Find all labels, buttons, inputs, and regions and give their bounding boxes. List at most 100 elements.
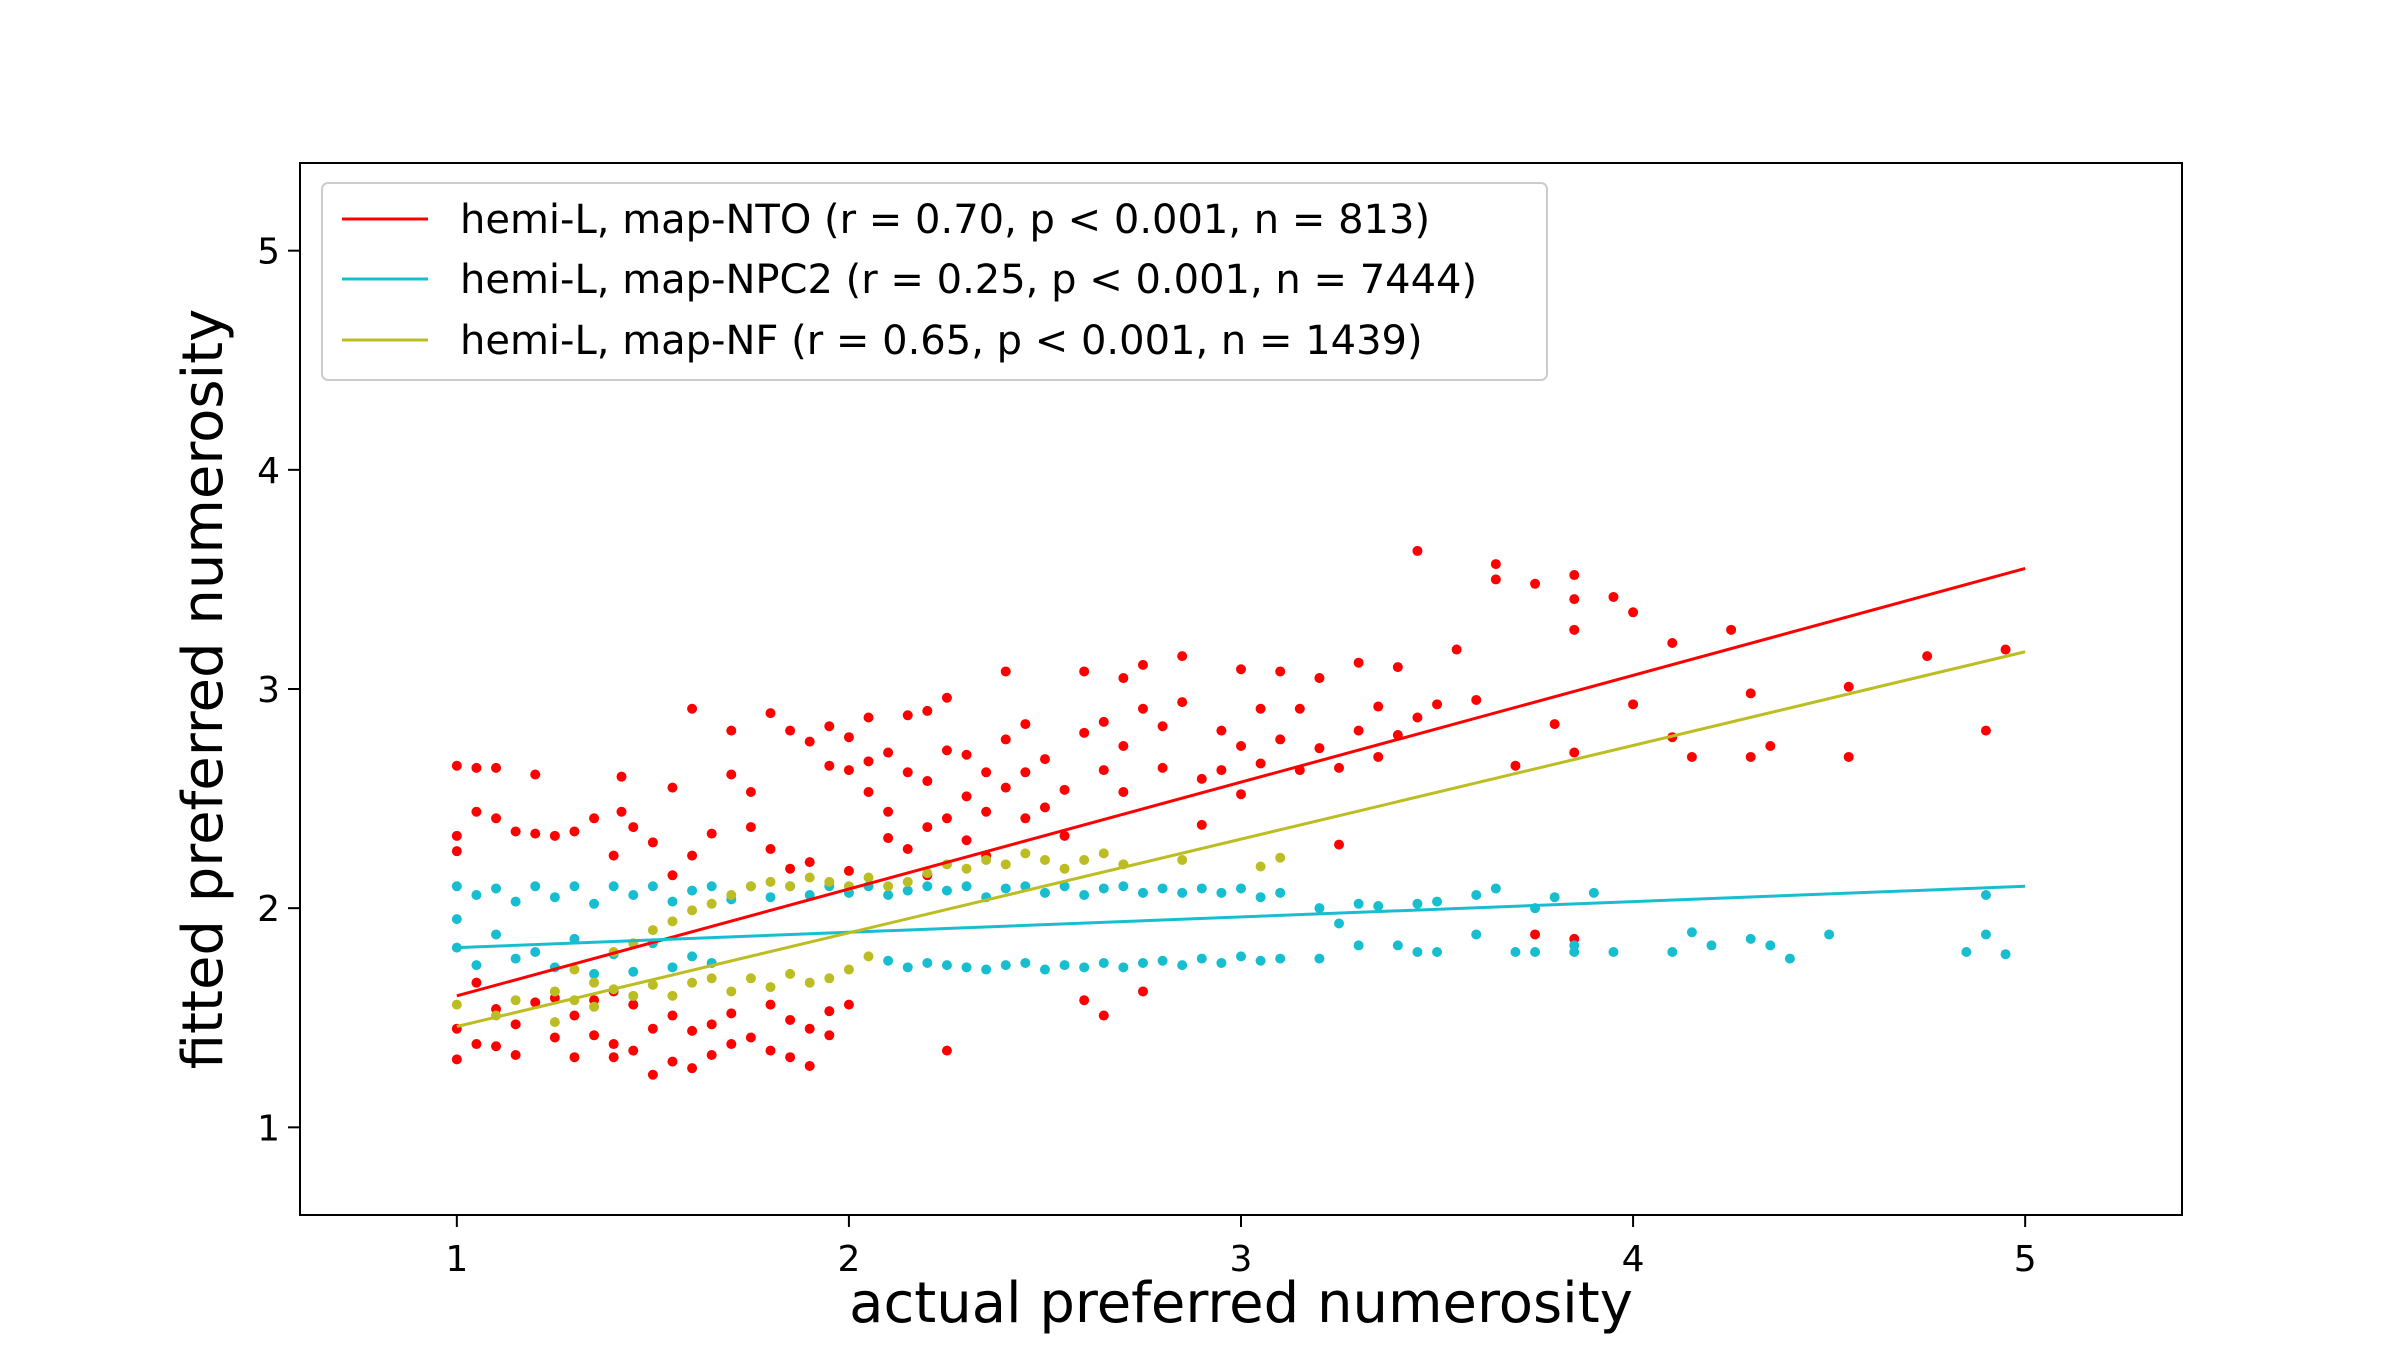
data-point-npc2 (961, 881, 972, 892)
data-point-nto (883, 806, 894, 817)
data-point-nto (1196, 773, 1207, 784)
data-point-npc2 (471, 960, 482, 971)
x-axis-label: actual preferred numerosity (849, 1271, 1633, 1336)
data-point-npc2 (1373, 900, 1384, 911)
data-point-nf (706, 898, 717, 909)
data-point-nto (608, 1039, 619, 1050)
data-point-nto (569, 1052, 580, 1063)
data-point-nto (1530, 578, 1541, 589)
data-point-npc2 (589, 968, 600, 979)
data-point-npc2 (1569, 947, 1580, 957)
data-point-nto (667, 1010, 678, 1021)
data-point-nf (589, 977, 600, 988)
y-tick-label: 4 (257, 451, 280, 492)
data-point-nto (804, 1023, 815, 1034)
data-point-npc2 (530, 881, 541, 892)
data-point-npc2 (1392, 940, 1403, 951)
data-point-nf (647, 925, 658, 936)
data-point-nf (510, 995, 521, 1006)
data-point-nto (765, 843, 776, 854)
data-point-nto (530, 769, 541, 780)
data-point-npc2 (589, 898, 600, 909)
data-point-npc2 (510, 953, 521, 964)
data-point-npc2 (1353, 940, 1364, 951)
data-point-nto (1628, 607, 1639, 618)
data-point-nf (667, 916, 678, 927)
data-point-npc2 (1157, 955, 1168, 966)
data-point-nf (1000, 859, 1011, 870)
data-point-npc2 (1980, 890, 1991, 901)
data-point-nto (824, 721, 835, 732)
data-point-nto (647, 1023, 658, 1034)
data-point-npc2 (1137, 957, 1148, 968)
data-point-nf (1177, 854, 1188, 865)
data-point-npc2 (902, 885, 913, 896)
data-point-npc2 (1334, 918, 1345, 929)
data-point-nto (765, 708, 776, 719)
data-point-nto (1314, 743, 1325, 754)
data-point-nto (1334, 762, 1345, 773)
data-point-nto (1196, 819, 1207, 830)
data-point-nto (667, 782, 678, 793)
data-point-nto (1608, 591, 1619, 602)
data-point-nto (785, 863, 796, 874)
data-point-nto (765, 1045, 776, 1056)
data-point-npc2 (1039, 887, 1050, 898)
data-point-npc2 (1275, 953, 1286, 964)
data-point-npc2 (491, 929, 502, 940)
data-point-nf (706, 973, 717, 984)
fit-lines (456, 567, 2026, 1028)
y-tick-label: 3 (257, 670, 280, 711)
data-point-nf (981, 854, 992, 865)
data-point-nf (745, 881, 756, 892)
data-point-nto (843, 732, 854, 743)
data-point-nto (804, 736, 815, 747)
data-point-nto (902, 843, 913, 854)
data-point-npc2 (1255, 892, 1266, 903)
data-point-npc2 (1098, 883, 1109, 894)
data-point-nto (451, 846, 462, 857)
data-point-nf (589, 1001, 600, 1012)
data-point-npc2 (1588, 887, 1599, 898)
data-point-nto (667, 1056, 678, 1067)
data-point-nto (1353, 725, 1364, 736)
data-point-nto (1843, 751, 1854, 762)
data-point-npc2 (1255, 955, 1266, 966)
x-axis-ticks: 1 2 3 4 5 (445, 1215, 2037, 1280)
fit-line-nto (456, 567, 2026, 998)
data-point-npc2 (1510, 947, 1521, 957)
data-point-nto (1039, 802, 1050, 813)
data-point-nf (1255, 861, 1266, 872)
data-point-nto (569, 1010, 580, 1021)
data-point-nto (785, 1014, 796, 1025)
y-axis-ticks: 1 2 3 4 5 (257, 232, 300, 1149)
data-point-npc2 (1000, 883, 1011, 894)
data-point-nto (1745, 688, 1756, 699)
data-point-nto (510, 1050, 521, 1061)
data-point-nf (1275, 852, 1286, 863)
data-point-nto (726, 1008, 737, 1019)
fit-line-nf (456, 650, 2026, 1028)
data-point-npc2 (1706, 940, 1717, 951)
data-point-nto (1177, 651, 1188, 662)
data-point-nto (804, 857, 815, 868)
data-point-nto (1157, 762, 1168, 773)
data-point-nto (706, 1019, 717, 1030)
data-point-nto (824, 1030, 835, 1041)
data-point-nto (471, 1039, 482, 1050)
data-point-npc2 (1137, 887, 1148, 898)
data-point-npc2 (922, 881, 933, 892)
data-point-npc2 (451, 881, 462, 892)
data-point-nto (1157, 721, 1168, 732)
data-point-nf (1020, 848, 1031, 859)
data-point-nto (1137, 986, 1148, 997)
data-point-npc2 (1490, 883, 1501, 894)
data-point-npc2 (981, 964, 992, 975)
data-point-nto (1432, 699, 1443, 710)
data-point-nto (1334, 839, 1345, 850)
data-point-nto (1137, 703, 1148, 714)
data-point-nto (1922, 651, 1933, 662)
data-point-nto (922, 705, 933, 716)
data-point-npc2 (1177, 887, 1188, 898)
